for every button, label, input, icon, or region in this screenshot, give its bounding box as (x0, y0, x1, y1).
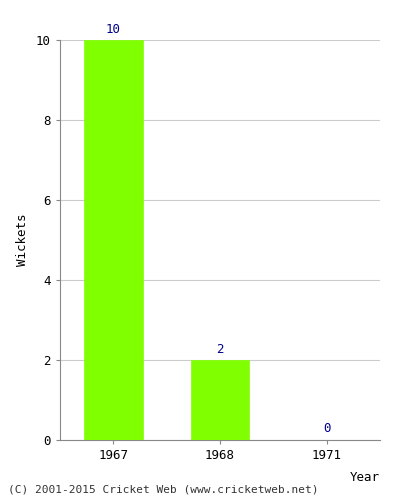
Bar (84, 40, 143, 440)
Text: Year: Year (350, 470, 380, 484)
Text: (C) 2001-2015 Cricket Web (www.cricketweb.net): (C) 2001-2015 Cricket Web (www.cricketwe… (8, 485, 318, 495)
Y-axis label: Wickets: Wickets (16, 214, 29, 266)
Bar (191, 360, 249, 440)
Text: 2: 2 (216, 343, 224, 356)
Text: 0: 0 (323, 422, 330, 435)
Text: 10: 10 (106, 23, 121, 36)
